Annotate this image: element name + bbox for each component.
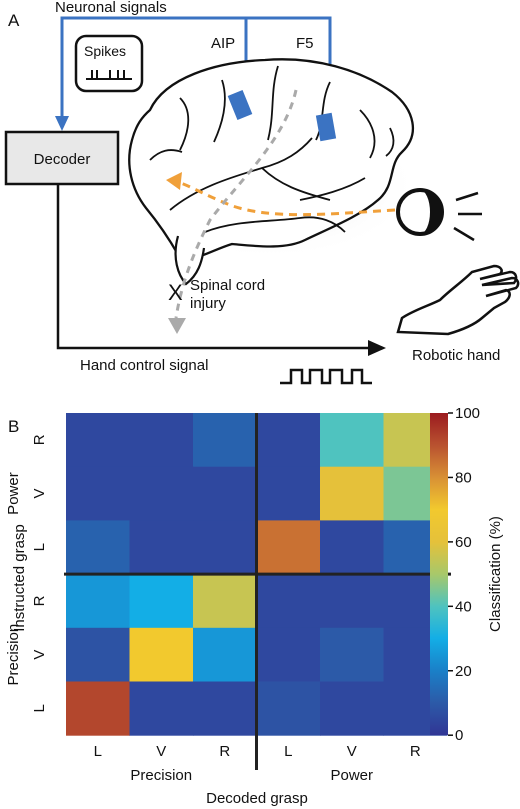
colorbar-tick-label: 80	[455, 469, 472, 486]
y-group-label: Precision	[5, 624, 22, 686]
hand-control-line	[56, 184, 372, 350]
heatmap-cell	[193, 681, 257, 736]
heatmap-cell	[66, 413, 130, 468]
y-tick-label: V	[31, 650, 48, 660]
heatmap-cell	[256, 574, 321, 629]
colorbar-label: Classification (%)	[487, 516, 504, 632]
heatmap-cell	[66, 520, 130, 575]
spikes-label: Spikes	[84, 43, 126, 59]
x-tick-label: V	[156, 743, 166, 760]
aip-array-icon	[227, 89, 253, 121]
aip-label: AIP	[211, 35, 235, 52]
x-tick-label: V	[347, 743, 357, 760]
heatmap-cell	[256, 520, 321, 575]
spikes-box: Spikes	[74, 34, 144, 93]
heatmap-cell	[193, 520, 257, 575]
injury-label-line2: injury	[190, 295, 226, 312]
y-tick-label: R	[31, 595, 48, 606]
heatmap-cell	[320, 681, 384, 736]
colorbar-tick-label: 60	[455, 534, 472, 551]
decoder-label: Decoder	[34, 151, 91, 168]
heatmap-cell	[66, 627, 130, 682]
y-tick-label: R	[31, 434, 48, 445]
colorbar-ticks: 100 80 60 40 20 0	[448, 405, 480, 744]
panel-a: A Neuronal signals Spikes AIP F5 Decoder	[4, 0, 520, 385]
heatmap-cell	[320, 520, 384, 575]
y-axis-title: Instructed grasp	[11, 524, 28, 632]
colorbar-tick-label: 100	[455, 405, 480, 422]
heatmap-cell	[129, 681, 194, 736]
robotic-hand-icon	[396, 264, 520, 336]
spinal-pathway-line	[174, 89, 298, 319]
heatmap-cell	[129, 520, 194, 575]
tick-labels: L V R L V R Precision Power R V L R V L Power Precision	[5, 434, 421, 784]
signal-arrowhead-icon	[55, 116, 69, 131]
panel-a-letter: A	[8, 11, 20, 30]
heatmap-cell	[193, 574, 257, 629]
injury-mark: X	[168, 280, 183, 305]
colorbar-tick-label: 0	[455, 727, 463, 744]
x-tick-label: R	[410, 743, 421, 760]
hand-control-arrowhead-icon	[368, 340, 386, 356]
heatmap-cell	[129, 413, 194, 468]
heatmap-cell	[320, 466, 384, 521]
hand-control-label: Hand control signal	[80, 357, 208, 374]
f5-array-icon	[315, 112, 337, 142]
heatmap-cell	[256, 681, 321, 736]
heatmap-cell	[129, 466, 194, 521]
x-tick-label: L	[284, 743, 292, 760]
heatmap-cell	[256, 627, 321, 682]
spike-train-icon	[86, 70, 132, 80]
visual-arrowhead-icon	[166, 172, 182, 190]
colorbar-tick-label: 20	[455, 663, 472, 680]
neuronal-signals-title: Neuronal signals	[55, 0, 167, 16]
heatmap-cell	[193, 413, 257, 468]
heatmap-cell	[256, 413, 321, 468]
heatmap-cell	[66, 574, 130, 629]
spinal-arrowhead-icon	[168, 318, 186, 334]
x-tick-label: R	[219, 743, 230, 760]
colorbar-tick-label: 40	[455, 598, 472, 615]
x-axis-title: Decoded grasp	[206, 790, 308, 807]
f5-label: F5	[296, 35, 314, 52]
y-tick-label: V	[31, 489, 48, 499]
heatmap-cell	[193, 627, 257, 682]
heatmap-cell	[193, 466, 257, 521]
heatmap-cell	[129, 627, 194, 682]
brain-icon	[120, 58, 420, 286]
eye-icon	[396, 188, 482, 242]
panel-b: B L V R L V R Precision Power R V L R V L Power Precisi…	[5, 405, 504, 807]
square-wave-icon	[280, 368, 372, 385]
panel-b-letter: B	[8, 417, 19, 436]
confusion-matrix	[64, 413, 451, 770]
heatmap-cell	[320, 413, 384, 468]
x-group-label: Precision	[130, 767, 192, 784]
decoder-box: Decoder	[4, 130, 120, 186]
y-tick-label: L	[31, 543, 48, 551]
x-tick-label: L	[94, 743, 102, 760]
colorbar	[430, 413, 448, 735]
robotic-hand-label: Robotic hand	[412, 347, 500, 364]
heatmap-cell	[66, 681, 130, 736]
heatmap-cell	[66, 466, 130, 521]
injury-label-line1: Spinal cord	[190, 277, 265, 294]
visual-pathway-line	[177, 180, 396, 217]
y-tick-label: L	[31, 704, 48, 712]
heatmap-cell	[256, 466, 321, 521]
y-group-label: Power	[5, 472, 22, 515]
heatmap-cell	[320, 627, 384, 682]
x-group-label: Power	[330, 767, 373, 784]
heatmap-cell	[129, 574, 194, 629]
heatmap-cell	[320, 574, 384, 629]
